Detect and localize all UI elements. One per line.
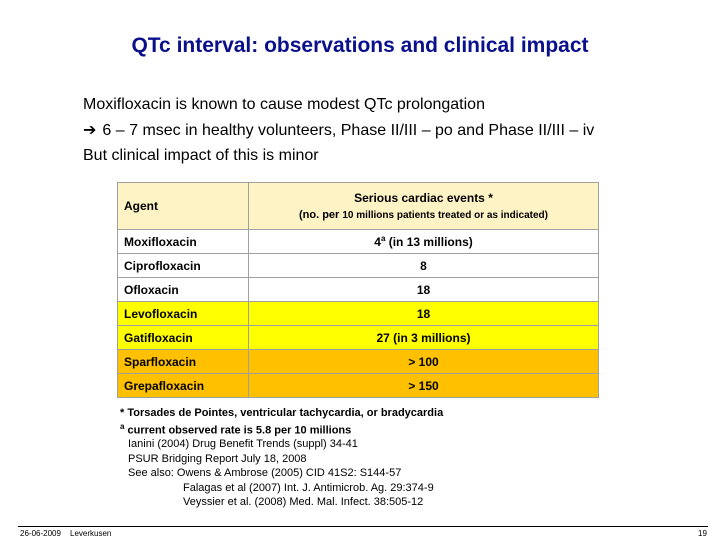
events-value: 27 (in 3 millions) xyxy=(376,330,471,345)
table-header-row: Agent Serious cardiac events * (no. per … xyxy=(117,182,599,230)
intro-text: Moxifloxacin is known to cause modest QT… xyxy=(83,92,594,168)
header-agent: Agent xyxy=(117,182,249,230)
events-cell: > 150 xyxy=(248,373,599,398)
table-row: Grepafloxacin > 150 xyxy=(117,373,599,398)
header-events-subtitle-b: 10 millions patients treated or as indic… xyxy=(342,210,548,221)
events-value: 4 xyxy=(374,235,381,249)
events-cell: 18 xyxy=(248,301,599,326)
intro-line-2-text: 6 – 7 msec in healthy volunteers, Phase … xyxy=(102,122,595,139)
page-number: 19 xyxy=(698,529,707,538)
events-cell: 18 xyxy=(248,277,599,302)
agent-cell: Moxifloxacin xyxy=(117,229,249,254)
agent-cell: Gatifloxacin xyxy=(117,325,249,350)
reference-item: Falagas et al (2007) Int. J. Antimicrob.… xyxy=(183,481,434,494)
reference-item: PSUR Bridging Report July 18, 2008 xyxy=(128,452,307,465)
footer-location: Leverkusen xyxy=(70,529,112,538)
footnote-2-text: current observed rate is 5.8 per 10 mill… xyxy=(124,424,352,437)
intro-line-2: ➔ 6 – 7 msec in healthy volunteers, Phase… xyxy=(83,117,594,143)
footer-date: 26-06-2009 xyxy=(20,529,61,538)
header-events-subtitle: (no. per 10 millions patients treated or… xyxy=(255,209,592,221)
agent-cell: Ofloxacin xyxy=(117,277,249,302)
table-row: Levofloxacin 18 xyxy=(117,301,599,326)
events-value: > 100 xyxy=(408,354,439,369)
events-value: 18 xyxy=(416,306,431,321)
events-value: > 150 xyxy=(408,378,439,393)
footnotes: * Torsades de Pointes, ventricular tachy… xyxy=(120,407,443,438)
reference-item: See also: Owens & Ambrose (2005) CID 41S… xyxy=(128,467,402,479)
reference-item: Veyssier et al. (2008) Med. Mal. Infect.… xyxy=(183,496,424,508)
events-value: 8 xyxy=(420,258,427,273)
table-row: Sparfloxacin > 100 xyxy=(117,349,599,374)
footnote-2: a current observed rate is 5.8 per 10 mi… xyxy=(120,420,443,438)
events-value-sup: a xyxy=(380,234,386,243)
events-value: 18 xyxy=(416,282,431,297)
cardiac-events-table: Agent Serious cardiac events * (no. per … xyxy=(117,182,599,398)
table-row: Moxifloxacin 4a (in 13 millions) xyxy=(117,229,599,254)
footer-divider xyxy=(18,526,708,527)
header-events-title: Serious cardiac events * xyxy=(354,191,493,205)
header-events: Serious cardiac events * (no. per 10 mil… xyxy=(248,182,599,230)
events-cell: 4a (in 13 millions) xyxy=(248,229,599,254)
intro-line-3: But clinical impact of this is minor xyxy=(83,147,319,164)
agent-cell: Sparfloxacin xyxy=(117,349,249,374)
events-cell: 8 xyxy=(248,253,599,278)
table-row: Gatifloxacin 27 (in 3 millions) xyxy=(117,325,599,350)
intro-line-1: Moxifloxacin is known to cause modest QT… xyxy=(83,96,485,113)
events-cell: > 100 xyxy=(248,349,599,374)
header-events-subtitle-a: (no. per xyxy=(298,209,343,221)
reference-item: Ianini (2004) Drug Benefit Trends (suppl… xyxy=(128,438,358,450)
table-row: Ofloxacin 18 xyxy=(117,277,599,302)
footnote-2-sup: a xyxy=(120,422,125,431)
table-row: Ciprofloxacin 8 xyxy=(117,253,599,278)
agent-cell: Levofloxacin xyxy=(117,301,249,326)
references: Ianini (2004) Drug Benefit Trends (suppl… xyxy=(128,437,434,510)
footnote-1: * Torsades de Pointes, ventricular tachy… xyxy=(120,407,444,419)
agent-cell: Ciprofloxacin xyxy=(117,253,249,278)
events-cell: 27 (in 3 millions) xyxy=(248,325,599,350)
arrow-right-icon: ➔ xyxy=(83,120,97,139)
events-value-suffix: (in 13 millions) xyxy=(385,235,473,249)
agent-cell: Grepafloxacin xyxy=(117,373,249,398)
page-title: QTc interval: observations and clinical … xyxy=(131,34,589,57)
